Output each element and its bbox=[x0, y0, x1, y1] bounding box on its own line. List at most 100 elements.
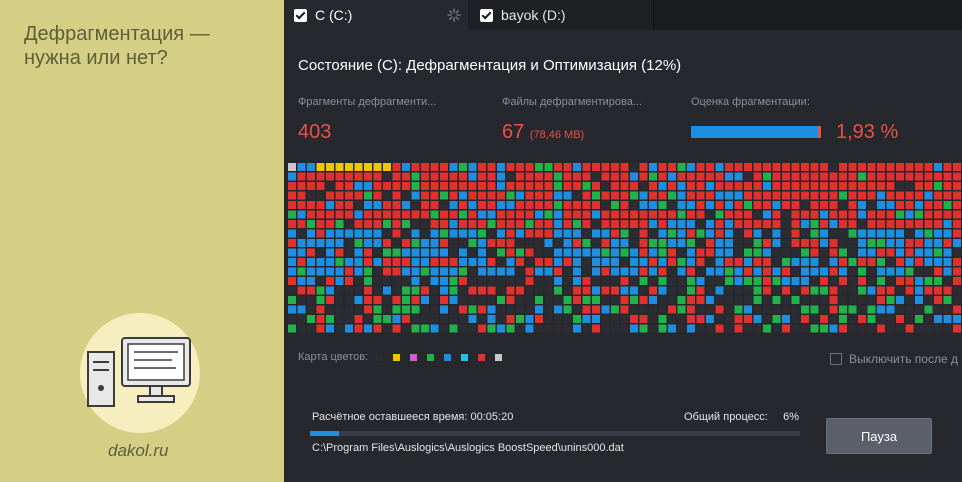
cluster-block bbox=[791, 220, 800, 228]
cluster-block bbox=[487, 324, 496, 333]
cluster-block bbox=[734, 296, 743, 304]
cluster-block bbox=[782, 182, 790, 190]
cluster-block bbox=[459, 191, 467, 200]
cluster-block bbox=[943, 239, 952, 247]
tab-drive-c[interactable]: C (C:) bbox=[284, 0, 468, 30]
cluster-block bbox=[848, 324, 857, 333]
cluster-block bbox=[392, 220, 401, 228]
cluster-block bbox=[896, 324, 904, 333]
cluster-block bbox=[753, 172, 762, 181]
cluster-block bbox=[326, 201, 334, 209]
cluster-block bbox=[402, 286, 410, 295]
checkbox-icon[interactable] bbox=[480, 8, 493, 22]
cluster-block bbox=[687, 324, 695, 333]
cluster-block bbox=[772, 315, 781, 323]
cluster-block bbox=[829, 163, 838, 171]
cluster-block bbox=[288, 305, 296, 314]
cluster-block bbox=[801, 172, 809, 181]
cluster-block bbox=[554, 239, 562, 247]
cluster-block bbox=[867, 248, 876, 257]
cluster-block bbox=[297, 220, 306, 228]
cluster-block bbox=[326, 267, 334, 276]
checkbox-icon[interactable] bbox=[294, 8, 307, 22]
cluster-block bbox=[554, 201, 562, 209]
cluster-block bbox=[535, 239, 543, 247]
cluster-block bbox=[715, 258, 724, 266]
cluster-block bbox=[430, 315, 439, 323]
cluster-block bbox=[383, 163, 391, 171]
cluster-block bbox=[782, 220, 790, 228]
cluster-block bbox=[696, 248, 705, 257]
cluster-block bbox=[497, 163, 505, 171]
cluster-block bbox=[516, 239, 524, 247]
cluster-block bbox=[649, 210, 657, 219]
cluster-block bbox=[772, 305, 781, 314]
cluster-block bbox=[696, 163, 705, 171]
cluster-block bbox=[839, 258, 847, 266]
shutdown-checkbox[interactable] bbox=[830, 353, 842, 365]
cluster-block bbox=[497, 201, 505, 209]
cluster-block bbox=[763, 315, 771, 323]
cluster-block bbox=[715, 239, 724, 247]
cluster-block bbox=[611, 191, 619, 200]
cluster-block bbox=[449, 324, 458, 333]
cluster-block bbox=[772, 220, 781, 228]
cluster-block bbox=[801, 258, 809, 266]
cluster-block bbox=[392, 258, 401, 266]
cluster-block bbox=[763, 267, 771, 276]
cluster-block bbox=[753, 229, 762, 238]
cluster-block bbox=[630, 201, 638, 209]
overall-progress: Общий процесс: 6% bbox=[684, 411, 799, 423]
cluster-block bbox=[848, 182, 857, 190]
cluster-block bbox=[668, 172, 676, 181]
shutdown-after-option[interactable]: Выключить после д bbox=[830, 352, 958, 366]
cluster-block bbox=[525, 191, 534, 200]
cluster-block bbox=[715, 286, 724, 295]
cluster-block bbox=[335, 239, 344, 247]
tab-drive-d[interactable]: bayok (D:) bbox=[469, 0, 654, 30]
cluster-block bbox=[506, 220, 515, 228]
cluster-block bbox=[430, 229, 439, 238]
cluster-block bbox=[497, 229, 505, 238]
cluster-block bbox=[734, 248, 743, 257]
cluster-block bbox=[535, 248, 543, 257]
cluster-block bbox=[829, 229, 838, 238]
cluster-block bbox=[744, 210, 752, 219]
cluster-block bbox=[421, 163, 429, 171]
cluster-block bbox=[506, 305, 515, 314]
cluster-block bbox=[563, 201, 572, 209]
cluster-block bbox=[592, 182, 600, 190]
cluster-block bbox=[402, 182, 410, 190]
cluster-block bbox=[630, 258, 638, 266]
cluster-block bbox=[601, 315, 610, 323]
cluster-block bbox=[829, 267, 838, 276]
cluster-block bbox=[478, 239, 486, 247]
cluster-block bbox=[535, 258, 543, 266]
cluster-block bbox=[810, 305, 819, 314]
cluster-block bbox=[820, 201, 828, 209]
cluster-block bbox=[810, 210, 819, 219]
cluster-block bbox=[801, 277, 809, 285]
spinner-icon bbox=[447, 8, 461, 22]
cluster-block bbox=[316, 296, 325, 304]
legend-swatch bbox=[478, 353, 486, 361]
cluster-block bbox=[753, 296, 762, 304]
cluster-block bbox=[544, 239, 553, 247]
cluster-block bbox=[392, 201, 401, 209]
cluster-block bbox=[677, 324, 686, 333]
cluster-block bbox=[782, 324, 790, 333]
cluster-block bbox=[725, 248, 733, 257]
pause-button[interactable]: Пауза bbox=[826, 418, 932, 454]
legend-swatch bbox=[427, 353, 435, 361]
cluster-block bbox=[544, 248, 553, 257]
cluster-block bbox=[620, 163, 629, 171]
cluster-block bbox=[430, 324, 439, 333]
cluster-block bbox=[516, 201, 524, 209]
cluster-block bbox=[725, 229, 733, 238]
cluster-block bbox=[934, 267, 942, 276]
cluster-block bbox=[829, 296, 838, 304]
cluster-block bbox=[886, 286, 895, 295]
cluster-block bbox=[297, 267, 306, 276]
cluster-block bbox=[611, 296, 619, 304]
cluster-block bbox=[791, 286, 800, 295]
